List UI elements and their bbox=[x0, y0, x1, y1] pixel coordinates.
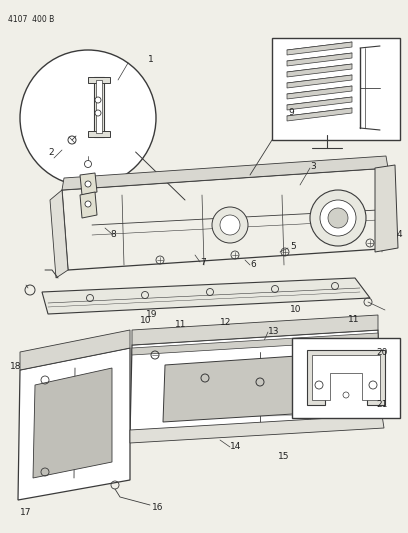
Polygon shape bbox=[20, 330, 130, 370]
Polygon shape bbox=[312, 355, 380, 400]
Circle shape bbox=[85, 181, 91, 187]
Text: 10: 10 bbox=[140, 316, 151, 325]
Circle shape bbox=[328, 208, 348, 228]
Text: 20: 20 bbox=[376, 348, 387, 357]
Text: 14: 14 bbox=[230, 442, 242, 451]
Text: 3: 3 bbox=[310, 162, 316, 171]
Circle shape bbox=[320, 200, 356, 236]
Text: 13: 13 bbox=[268, 327, 279, 336]
Text: 10: 10 bbox=[290, 305, 302, 314]
Polygon shape bbox=[287, 97, 352, 110]
Polygon shape bbox=[287, 108, 352, 121]
Polygon shape bbox=[132, 333, 378, 355]
Polygon shape bbox=[96, 80, 102, 133]
Polygon shape bbox=[42, 278, 370, 314]
Polygon shape bbox=[287, 75, 352, 88]
Text: 1: 1 bbox=[148, 55, 154, 64]
Text: 8: 8 bbox=[110, 230, 116, 239]
Text: 21: 21 bbox=[376, 400, 387, 409]
Polygon shape bbox=[307, 350, 385, 405]
Polygon shape bbox=[287, 42, 352, 55]
Polygon shape bbox=[62, 156, 388, 190]
Circle shape bbox=[95, 110, 101, 116]
Text: 17: 17 bbox=[20, 508, 31, 517]
Polygon shape bbox=[62, 168, 395, 270]
Circle shape bbox=[85, 201, 91, 207]
Circle shape bbox=[212, 207, 248, 243]
Polygon shape bbox=[80, 192, 97, 218]
Circle shape bbox=[310, 190, 366, 246]
Polygon shape bbox=[375, 165, 398, 252]
Text: 7: 7 bbox=[200, 258, 206, 267]
Polygon shape bbox=[163, 352, 358, 422]
Text: 18: 18 bbox=[10, 362, 22, 371]
Text: 4107  400 B: 4107 400 B bbox=[8, 15, 54, 24]
Polygon shape bbox=[33, 368, 112, 478]
Polygon shape bbox=[88, 77, 110, 83]
Polygon shape bbox=[130, 415, 384, 443]
Polygon shape bbox=[130, 330, 380, 435]
Text: 11: 11 bbox=[348, 315, 359, 324]
Text: 2: 2 bbox=[48, 148, 53, 157]
Polygon shape bbox=[18, 348, 130, 500]
Polygon shape bbox=[287, 64, 352, 77]
Polygon shape bbox=[50, 190, 68, 278]
Polygon shape bbox=[94, 77, 104, 137]
Polygon shape bbox=[287, 86, 352, 99]
Text: 12: 12 bbox=[220, 318, 231, 327]
Polygon shape bbox=[132, 315, 378, 345]
Circle shape bbox=[20, 50, 156, 186]
Text: 5: 5 bbox=[290, 242, 296, 251]
Text: 19: 19 bbox=[146, 310, 158, 319]
Text: 6: 6 bbox=[250, 260, 256, 269]
Polygon shape bbox=[88, 131, 110, 137]
Text: 15: 15 bbox=[278, 452, 290, 461]
Bar bbox=[292, 338, 400, 418]
Text: 9: 9 bbox=[288, 108, 294, 117]
Text: 16: 16 bbox=[152, 503, 164, 512]
Polygon shape bbox=[287, 53, 352, 66]
Circle shape bbox=[95, 97, 101, 103]
Circle shape bbox=[220, 215, 240, 235]
Bar bbox=[272, 38, 400, 140]
Text: 4: 4 bbox=[397, 230, 403, 239]
Text: 11: 11 bbox=[175, 320, 186, 329]
Polygon shape bbox=[80, 173, 97, 195]
